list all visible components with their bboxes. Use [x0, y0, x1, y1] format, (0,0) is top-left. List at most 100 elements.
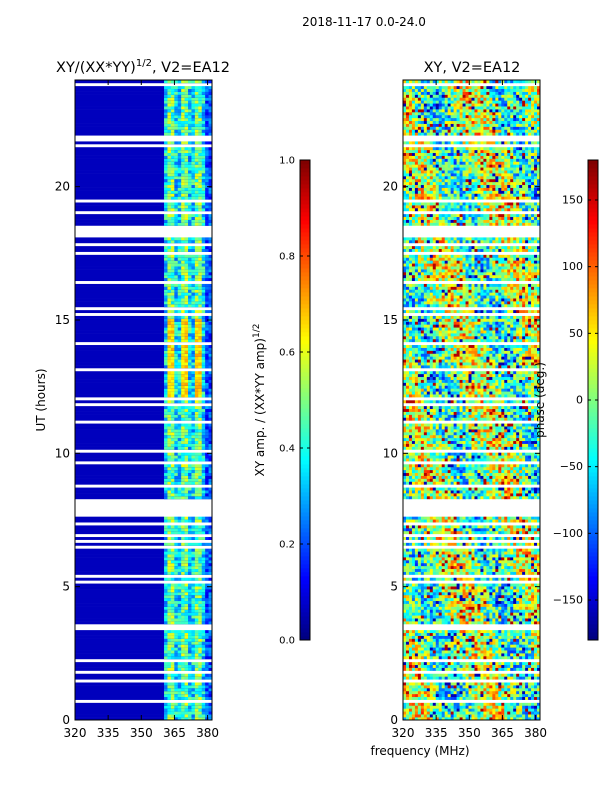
heatmap-cell [170, 318, 175, 322]
heatmap-cell [201, 193, 206, 197]
heatmap-cell [447, 638, 451, 642]
heatmap-cell [205, 205, 209, 209]
heatmap-cell [435, 589, 440, 593]
heatmap-cell [184, 667, 189, 671]
heatmap-cell [525, 586, 529, 590]
heatmap-cell [167, 176, 172, 180]
heatmap-cell [188, 391, 192, 395]
heatmap-cell [194, 664, 199, 668]
heatmap-cell [208, 181, 213, 186]
heatmap-cell [534, 565, 538, 570]
heatmap-cell [201, 289, 206, 293]
heatmap-cell [435, 609, 440, 613]
heatmap-cell [435, 635, 440, 639]
heatmap-cell [177, 577, 182, 581]
colorbar-band [300, 204, 310, 209]
heatmap-cell [474, 647, 478, 651]
heatmap-cell [164, 152, 168, 156]
heatmap-cell [510, 647, 514, 651]
heatmap-cell [486, 641, 490, 645]
heatmap-cell [417, 621, 422, 625]
heatmap-cell [447, 621, 451, 625]
heatmap-cell [408, 690, 413, 695]
colorbar-band [300, 504, 310, 509]
heatmap-cell [208, 126, 213, 130]
heatmap-cell [177, 638, 182, 642]
heatmap-cell [510, 708, 514, 712]
heatmap-cell [191, 318, 196, 322]
heatmap-cell [181, 94, 185, 98]
heatmap-cell [519, 606, 523, 610]
colorbar-band [300, 480, 310, 485]
heatmap-cell [177, 370, 182, 375]
heatmap-cell [191, 562, 196, 567]
heatmap-cell [198, 676, 203, 680]
heatmap-cell [408, 586, 413, 590]
heatmap-cell [201, 565, 206, 570]
heatmap-cell [164, 400, 168, 404]
heatmap-cell [208, 688, 213, 692]
heatmap-cell [414, 600, 419, 604]
heatmap-cell [198, 656, 203, 660]
heatmap-cell [177, 167, 182, 171]
heatmap-cell [208, 237, 213, 241]
heatmap-cell [495, 653, 499, 657]
heatmap-cell [170, 542, 175, 546]
heatmap-cell [170, 661, 175, 666]
heatmap-cell [504, 647, 508, 651]
heatmap-cell [205, 350, 209, 354]
heatmap-cell [198, 594, 203, 599]
heatmap-cell [438, 589, 443, 593]
heatmap-cell [486, 603, 490, 607]
heatmap-cell [177, 458, 182, 462]
heatmap-cell [191, 618, 196, 622]
heatmap-cell [184, 269, 189, 273]
heatmap-cell [468, 583, 472, 587]
heatmap-cell [181, 205, 185, 209]
heatmap-cell [181, 426, 185, 430]
heatmap-cell [170, 176, 175, 180]
heatmap-cell [208, 560, 213, 564]
heatmap-cell [432, 618, 437, 622]
heatmap-cell [191, 149, 196, 154]
heatmap-cell [181, 466, 185, 471]
heatmap-cell [525, 705, 529, 709]
heatmap-row [75, 696, 212, 700]
heatmap-row [75, 466, 212, 471]
heatmap-gap-row [75, 242, 212, 247]
heatmap-cell [164, 408, 168, 412]
heatmap-cell [167, 173, 172, 177]
heatmap-cell [188, 132, 192, 136]
heatmap-cell [181, 647, 185, 651]
heatmap-cell [429, 685, 434, 689]
heatmap-cell [188, 452, 192, 456]
heatmap-cell [201, 568, 206, 572]
heatmap-cell [459, 594, 463, 599]
heatmap-cell [507, 705, 511, 709]
heatmap-cell [191, 426, 196, 430]
amplitude-panel-title: XY/(XX*YY)1/2, V2=EA12 [56, 58, 230, 76]
heatmap-cell [170, 103, 175, 107]
heatmap-cell [522, 568, 526, 572]
heatmap-cell [188, 356, 192, 360]
heatmap-cell [208, 190, 213, 194]
heatmap-cell [184, 458, 189, 462]
heatmap-cell [167, 690, 172, 695]
heatmap-cell [181, 257, 185, 261]
heatmap-cell [477, 702, 481, 706]
heatmap-cell [525, 565, 529, 570]
heatmap-cell [170, 589, 175, 593]
heatmap-cell [177, 632, 182, 636]
heatmap-cell [201, 106, 206, 110]
heatmap-cell [194, 103, 199, 107]
heatmap-cell [531, 615, 535, 619]
heatmap-cell [504, 702, 508, 706]
heatmap-cell [201, 114, 206, 119]
heatmap-cell [198, 632, 203, 636]
heatmap-cell [480, 690, 484, 695]
heatmap-cell [201, 516, 206, 520]
heatmap-cell [417, 629, 422, 634]
heatmap-cell [177, 359, 182, 363]
heatmap-cell [468, 690, 472, 695]
heatmap-cell [456, 711, 460, 715]
